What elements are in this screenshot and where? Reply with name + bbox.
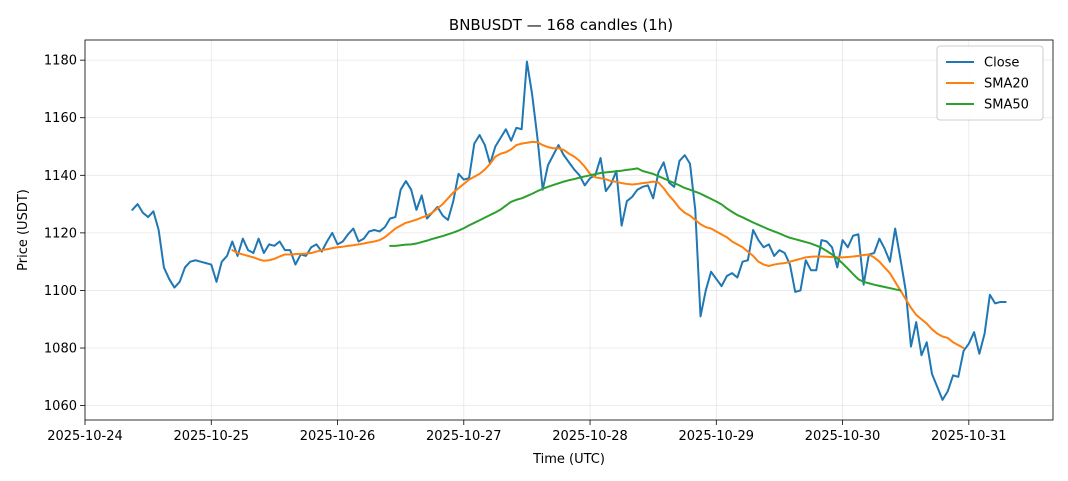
- x-tick-label: 2025-10-29: [679, 429, 755, 444]
- series-line-sma50: [389, 167, 902, 292]
- x-axis-label: Time (UTC): [532, 452, 605, 467]
- x-tick-label: 2025-10-28: [552, 429, 628, 444]
- series-line-close: [131, 60, 1007, 401]
- y-tick-label: 1100: [44, 284, 77, 299]
- legend-box: [936, 45, 1044, 121]
- x-tick-label: 2025-10-31: [931, 429, 1007, 444]
- legend-label-sma20: SMA20: [984, 77, 1029, 92]
- legend: Close SMA20 SMA50: [936, 45, 1044, 121]
- y-tick-label: 1060: [44, 399, 77, 414]
- y-tick-label: 1120: [44, 226, 77, 241]
- plot-frame: [84, 39, 1054, 421]
- x-tick-label: 2025-10-30: [805, 429, 881, 444]
- y-tick-label: 1180: [44, 54, 77, 69]
- y-axis-label: Price (USDT): [16, 189, 31, 271]
- y-tick-label: 1140: [44, 169, 77, 184]
- legend-label-close: Close: [984, 56, 1019, 71]
- x-axis: 2025-10-24 2025-10-25 2025-10-26 2025-10-27…: [47, 420, 1007, 444]
- x-tick-label: 2025-10-24: [47, 429, 123, 444]
- y-tick-label: 1160: [44, 111, 77, 126]
- x-tick-label: 2025-10-25: [173, 429, 249, 444]
- y-axis: 1060 1080 1100 1120 1140 1160 1180: [44, 54, 85, 414]
- legend-label-sma50: SMA50: [984, 98, 1029, 113]
- y-tick-label: 1080: [44, 342, 77, 357]
- x-tick-label: 2025-10-27: [426, 429, 502, 444]
- chart-title: BNBUSDT — 168 candles (1h): [449, 16, 673, 34]
- x-tick-label: 2025-10-26: [300, 429, 376, 444]
- series-layer: [131, 60, 1007, 401]
- series-line-sma20: [231, 140, 965, 350]
